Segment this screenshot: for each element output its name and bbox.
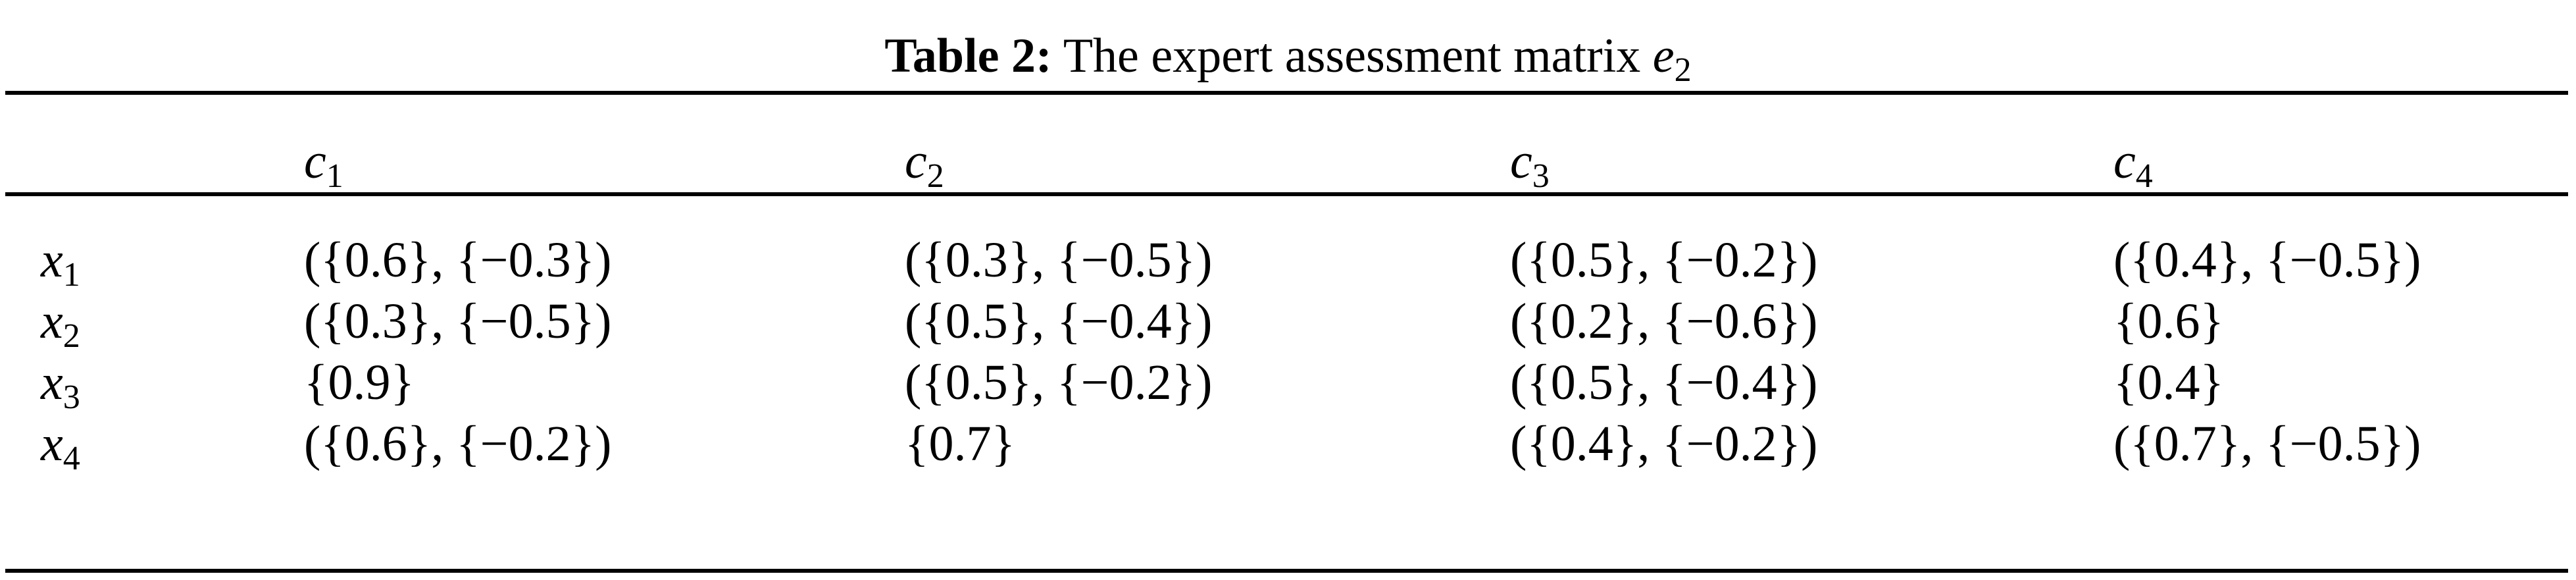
row-header: x2 — [41, 292, 80, 366]
table-cell: ({0.4}, {−0.2}) — [1510, 416, 1818, 471]
caption-symbol-letter: e — [1652, 29, 1675, 83]
caption-text: The expert assessment matrix — [1063, 29, 1641, 83]
bottom-rule — [5, 569, 2568, 573]
row-header-symbol: x — [41, 294, 63, 349]
column-header-subscript: 1 — [326, 157, 343, 195]
table-cell: ({0.6}, {−0.2}) — [304, 416, 612, 471]
table-cell: {0.4} — [2113, 355, 2224, 410]
row-header-subscript: 4 — [63, 440, 80, 477]
table-cell: {0.9} — [304, 355, 415, 410]
row-header-symbol: x — [41, 416, 63, 471]
table-cell: ({0.5}, {−0.4}) — [1510, 355, 1818, 410]
table-cell: ({0.5}, {−0.4}) — [905, 294, 1213, 349]
table-cell: ({0.5}, {−0.2}) — [905, 355, 1213, 410]
table-cell: {0.6} — [2113, 294, 2224, 349]
table-cell: {0.7} — [905, 416, 1015, 471]
caption-label: Table 2: — [884, 29, 1052, 83]
column-header-subscript: 3 — [1532, 157, 1550, 195]
table-caption: Table 2: The expert assessment matrix e2 — [0, 26, 2576, 100]
table-cell: ({0.4}, {−0.5}) — [2113, 232, 2421, 288]
column-header: c2 — [905, 132, 944, 206]
column-header: c1 — [304, 132, 343, 206]
table-cell: ({0.7}, {−0.5}) — [2113, 416, 2421, 471]
row-header: x4 — [41, 414, 80, 488]
row-header: x3 — [41, 353, 80, 427]
top-rule — [5, 91, 2568, 95]
column-header-subscript: 2 — [926, 157, 944, 195]
row-header-subscript: 3 — [63, 379, 80, 416]
caption-symbol-sub: 2 — [1674, 51, 1692, 89]
table-cell: ({0.3}, {−0.5}) — [304, 294, 612, 349]
column-header-subscript: 4 — [2135, 157, 2153, 195]
column-header: c4 — [2113, 132, 2153, 206]
column-header: c3 — [1510, 132, 1550, 206]
table-cell: ({0.5}, {−0.2}) — [1510, 232, 1818, 288]
column-header-symbol: c — [905, 134, 927, 189]
column-header-symbol: c — [2113, 134, 2136, 189]
column-header-symbol: c — [1510, 134, 1532, 189]
column-header-symbol: c — [304, 134, 326, 189]
row-header-symbol: x — [41, 355, 63, 410]
caption-symbol: e2 — [1652, 29, 1692, 89]
table-cell: ({0.2}, {−0.6}) — [1510, 294, 1818, 349]
header-rule — [5, 192, 2568, 196]
table-cell: ({0.3}, {−0.5}) — [905, 232, 1213, 288]
row-header: x1 — [41, 230, 80, 305]
table-cell: ({0.6}, {−0.3}) — [304, 232, 612, 288]
row-header-subscript: 1 — [63, 256, 80, 294]
row-header-symbol: x — [41, 232, 63, 288]
row-header-subscript: 2 — [63, 317, 80, 355]
